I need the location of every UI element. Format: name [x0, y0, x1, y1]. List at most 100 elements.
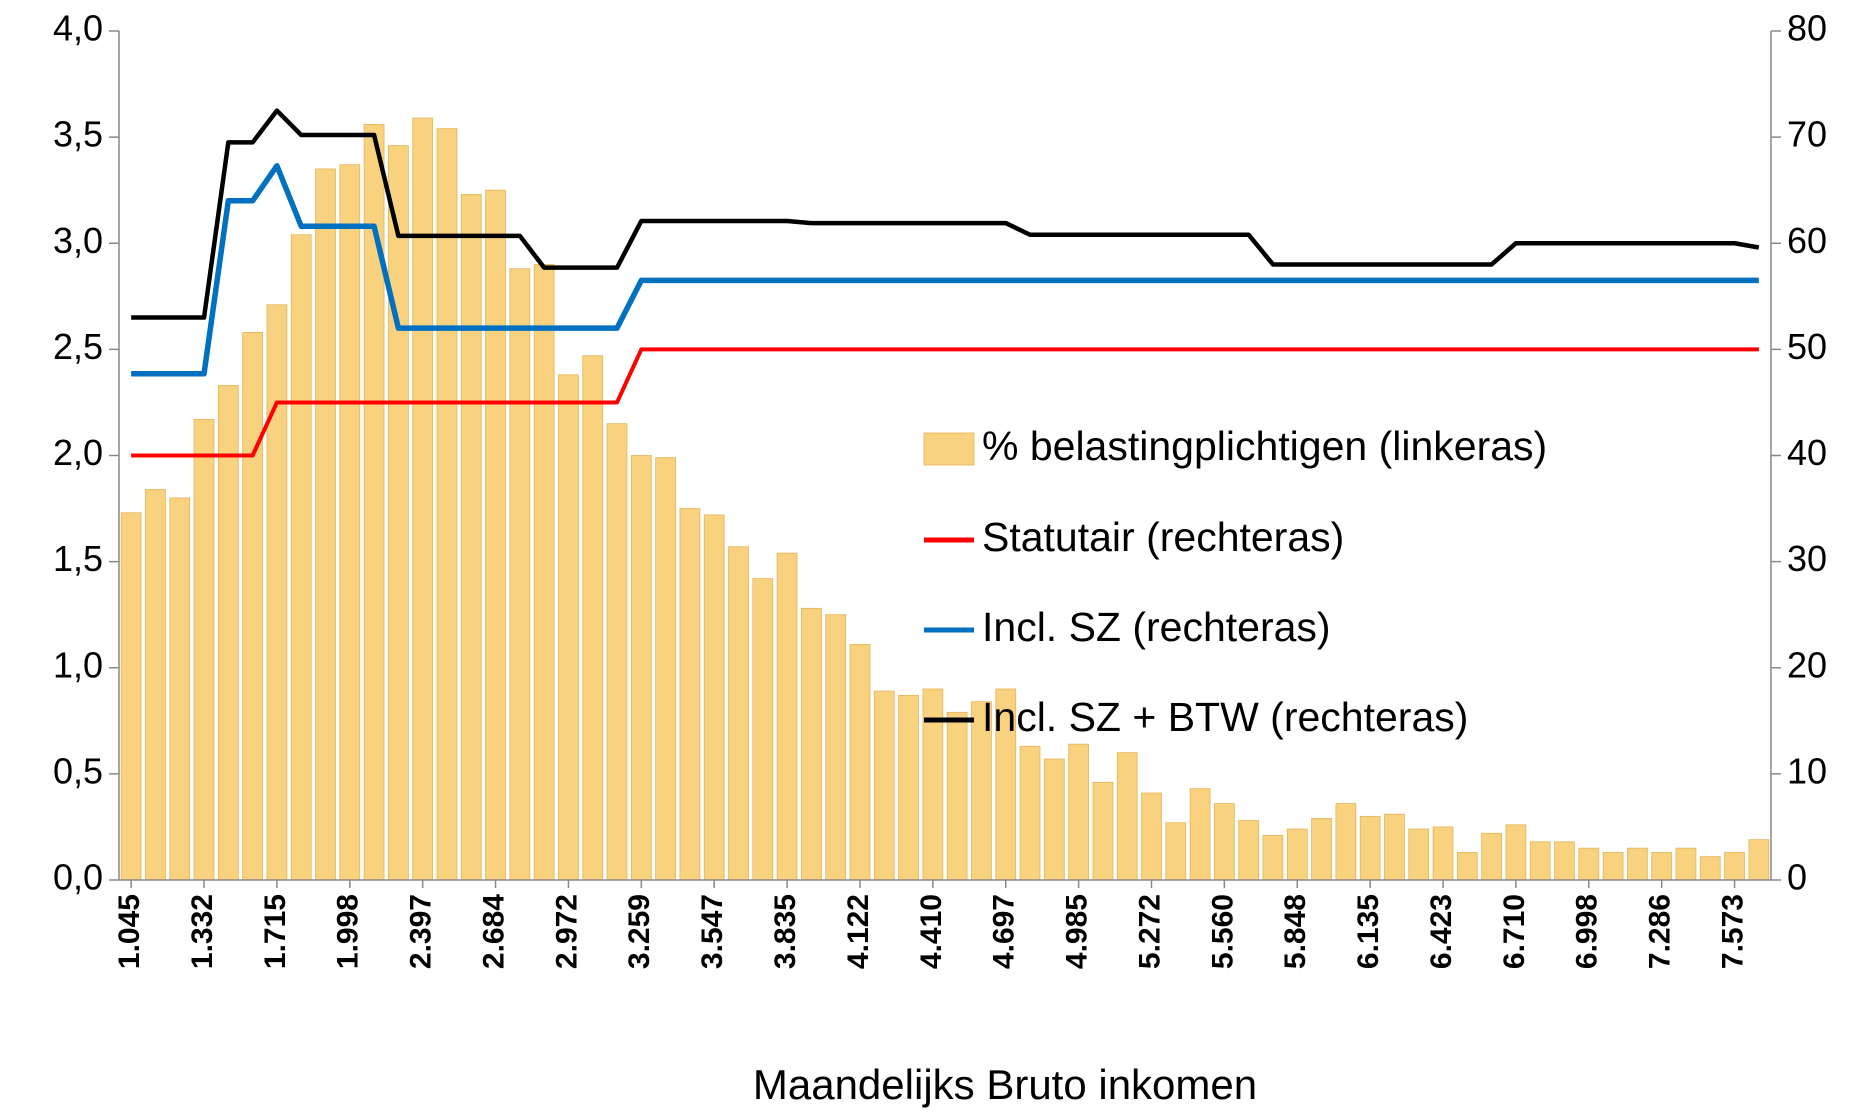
x-tick-label: 5.560	[1206, 894, 1239, 969]
x-tick-label: 6.998	[1571, 894, 1604, 969]
bar	[558, 374, 579, 881]
bar	[217, 385, 239, 881]
y2-tick-label: 80	[1787, 8, 1827, 49]
x-tick-label: 6.135	[1352, 894, 1385, 969]
legend-label: Statutair (rechteras)	[982, 514, 1344, 560]
bar	[1505, 824, 1527, 881]
bar	[1262, 835, 1284, 881]
bar	[1699, 856, 1721, 881]
x-tick-label: 1.715	[259, 894, 292, 969]
bar	[460, 194, 482, 881]
x-tick-label: 7.573	[1716, 894, 1749, 969]
bar	[266, 304, 288, 881]
bar	[1456, 852, 1478, 881]
x-tick-label: 1.998	[332, 894, 365, 969]
bar	[1092, 781, 1114, 881]
bar	[1214, 803, 1235, 881]
bar	[1675, 847, 1697, 881]
bar	[1238, 820, 1260, 881]
bar	[825, 614, 847, 881]
bar	[242, 331, 263, 881]
x-tick-label: 2.397	[405, 894, 438, 969]
legend-label: Incl. SZ + BTW (rechteras)	[982, 694, 1468, 740]
bar	[1116, 752, 1138, 881]
bar	[582, 355, 604, 881]
bar	[509, 268, 531, 881]
legend-swatch	[923, 432, 975, 466]
bar	[679, 508, 701, 881]
bar	[1043, 758, 1065, 881]
y-tick-label: 1,5	[53, 538, 103, 579]
bar	[606, 423, 628, 881]
bar	[1165, 822, 1187, 881]
legend-label: Incl. SZ (rechteras)	[982, 604, 1331, 650]
x-tick-label: 6.710	[1498, 894, 1531, 969]
bar	[1408, 828, 1430, 881]
bar	[1311, 818, 1332, 881]
bar	[1019, 745, 1041, 881]
x-tick-label: 1.332	[186, 894, 219, 969]
bar	[485, 189, 506, 881]
bar	[1578, 847, 1600, 881]
y2-tick-label: 70	[1787, 114, 1827, 155]
x-tick-label: 2.684	[477, 894, 510, 969]
y2-tick-label: 60	[1787, 220, 1827, 261]
bar	[1481, 832, 1502, 881]
x-tick-label: 7.286	[1644, 894, 1677, 969]
y2-tick-label: 0	[1787, 857, 1807, 898]
x-tick-label: 5.272	[1133, 894, 1166, 969]
y-tick-label: 3,5	[53, 114, 103, 155]
bar	[1068, 743, 1089, 881]
x-tick-label: 3.835	[769, 894, 802, 969]
x-axis-title: Maandelijks Bruto inkomen	[753, 1061, 1257, 1108]
y2-tick-label: 10	[1787, 750, 1827, 791]
x-tick-label: 6.423	[1425, 894, 1458, 969]
legend-label: % belastingplichtigen (linkeras)	[982, 423, 1547, 469]
x-tick-label: 3.547	[696, 894, 729, 969]
bar	[655, 457, 676, 881]
x-tick-label: 2.972	[550, 894, 583, 969]
y2-tick-label: 40	[1787, 432, 1827, 473]
bar	[703, 514, 725, 881]
y-tick-label: 0,5	[53, 750, 103, 791]
y-tick-label: 4,0	[53, 8, 103, 49]
bar	[339, 164, 361, 881]
bar	[1627, 847, 1648, 881]
y2-tick-label: 20	[1787, 644, 1827, 685]
x-tick-label: 5.848	[1279, 894, 1312, 969]
x-tick-label: 4.122	[842, 894, 875, 969]
bar	[1432, 826, 1454, 881]
bar	[776, 552, 798, 881]
bar	[436, 128, 458, 881]
bar	[1651, 852, 1673, 881]
bar	[1359, 815, 1381, 881]
bar	[145, 489, 166, 881]
x-tick-label: 4.985	[1061, 894, 1094, 969]
x-tick-label: 3.259	[623, 894, 656, 969]
bar	[873, 690, 895, 881]
bar	[1554, 841, 1575, 881]
bar	[169, 497, 191, 881]
bar	[752, 578, 774, 881]
line	[131, 163, 1759, 377]
line	[131, 108, 1760, 320]
y-tick-label: 0,0	[53, 857, 103, 898]
line	[131, 347, 1759, 458]
bar	[946, 711, 968, 881]
bar	[801, 607, 822, 881]
bar	[1529, 841, 1551, 881]
y-tick-label: 2,0	[53, 432, 103, 473]
bar	[388, 145, 409, 881]
y-tick-label: 1,0	[53, 644, 103, 685]
bar	[898, 694, 919, 881]
bar	[1286, 828, 1308, 881]
y2-tick-label: 30	[1787, 538, 1827, 579]
bar	[193, 419, 215, 881]
bar	[728, 546, 749, 881]
bar	[1602, 852, 1624, 881]
bar	[412, 117, 434, 881]
bar	[533, 264, 555, 881]
bar	[1748, 839, 1770, 881]
bar	[120, 512, 142, 881]
